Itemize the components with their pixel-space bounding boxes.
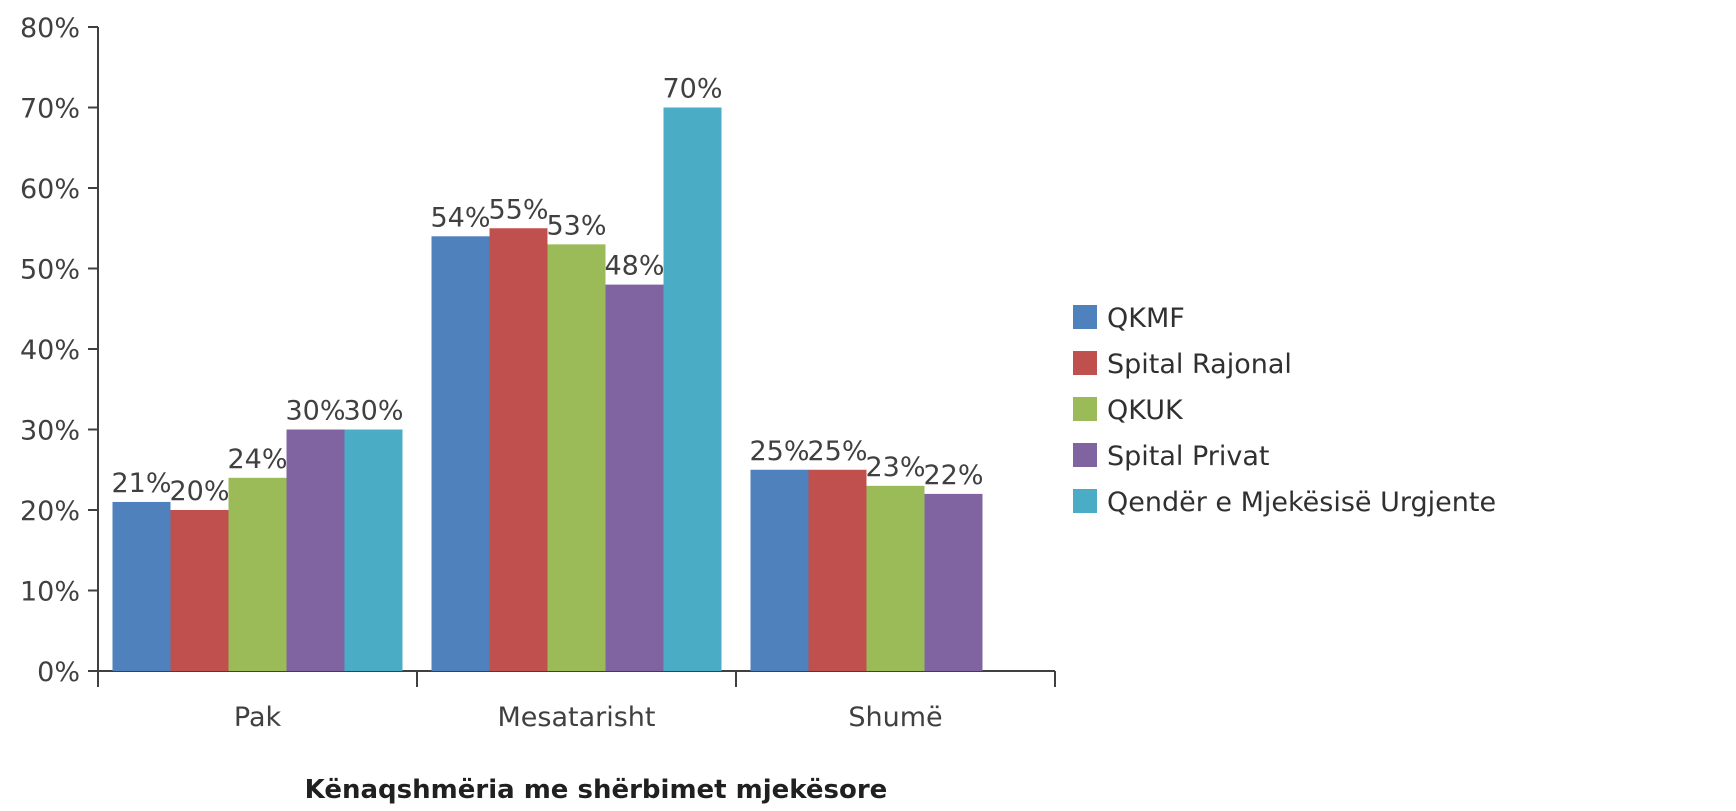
data-label: 53% xyxy=(546,210,606,241)
y-tick-label: 60% xyxy=(20,174,80,205)
data-label: 55% xyxy=(488,194,548,225)
bar-qend-r-e-mjek-sis-urgjente-mesatarisht xyxy=(663,107,722,671)
data-label: 21% xyxy=(111,468,171,499)
bar-spital-privat-mesatarisht xyxy=(605,284,664,671)
bar-spital-privat-pak xyxy=(286,429,345,671)
y-tick-label: 80% xyxy=(20,13,80,44)
data-label: 30% xyxy=(343,396,403,427)
data-label: 20% xyxy=(169,476,229,507)
bar-spital-privat-shum- xyxy=(924,493,983,671)
y-tick-label: 0% xyxy=(37,657,80,688)
legend-swatch xyxy=(1073,305,1097,329)
data-label: 30% xyxy=(285,396,345,427)
legend-label: Qendër e Mjekësisë Urgjente xyxy=(1107,487,1496,518)
y-axis: 0% 10% 20% 30% 40% 50% 60% 70% 80% xyxy=(20,13,99,688)
data-labels: 21%20%24%30%30%54%55%53%48%70%25%25%23%2… xyxy=(111,74,983,508)
data-label: 25% xyxy=(807,436,867,467)
bar-qkuk-shum- xyxy=(866,485,925,671)
x-axis: Pak Mesatarisht Shumë xyxy=(97,670,1056,733)
legend-label: QKMF xyxy=(1107,303,1185,334)
y-tick-label: 40% xyxy=(20,335,80,366)
bar-qkmf-pak xyxy=(112,501,171,671)
bar-qkuk-mesatarisht xyxy=(547,244,606,671)
data-label: 22% xyxy=(923,460,983,491)
y-tick-label: 10% xyxy=(20,577,80,608)
y-tick-label: 50% xyxy=(20,255,80,286)
data-label: 25% xyxy=(749,436,809,467)
y-tick-label: 70% xyxy=(20,94,80,125)
legend-swatch xyxy=(1073,489,1097,513)
data-label: 54% xyxy=(430,202,490,233)
bar-qkmf-mesatarisht xyxy=(431,236,490,672)
x-category-label: Mesatarisht xyxy=(497,702,655,733)
legend-label: Spital Rajonal xyxy=(1107,349,1292,380)
bars xyxy=(112,107,983,672)
x-category-label: Shumë xyxy=(848,702,942,733)
x-axis-title: Kënaqshmëria me shërbimet mjekësore xyxy=(305,775,888,805)
bar-spital-rajonal-shum- xyxy=(808,469,867,671)
legend-label: Spital Privat xyxy=(1107,441,1270,472)
bar-qend-r-e-mjek-sis-urgjente-pak xyxy=(344,429,403,671)
legend-swatch xyxy=(1073,443,1097,467)
legend-label: QKUK xyxy=(1107,395,1184,426)
y-tick-label: 30% xyxy=(20,416,80,447)
bar-qkuk-pak xyxy=(228,477,287,671)
legend-swatch xyxy=(1073,397,1097,421)
y-tick-label: 20% xyxy=(20,496,80,527)
data-label: 70% xyxy=(662,74,722,105)
bar-spital-rajonal-pak xyxy=(170,510,229,671)
legend-swatch xyxy=(1073,351,1097,375)
x-category-label: Pak xyxy=(234,702,282,733)
data-label: 24% xyxy=(227,444,287,475)
data-label: 23% xyxy=(865,452,925,483)
data-label: 48% xyxy=(604,251,664,282)
bar-qkmf-shum- xyxy=(750,469,809,671)
legend: QKMF Spital Rajonal QKUK Spital Privat Qendë… xyxy=(1073,303,1496,518)
bar-spital-rajonal-mesatarisht xyxy=(489,228,548,671)
